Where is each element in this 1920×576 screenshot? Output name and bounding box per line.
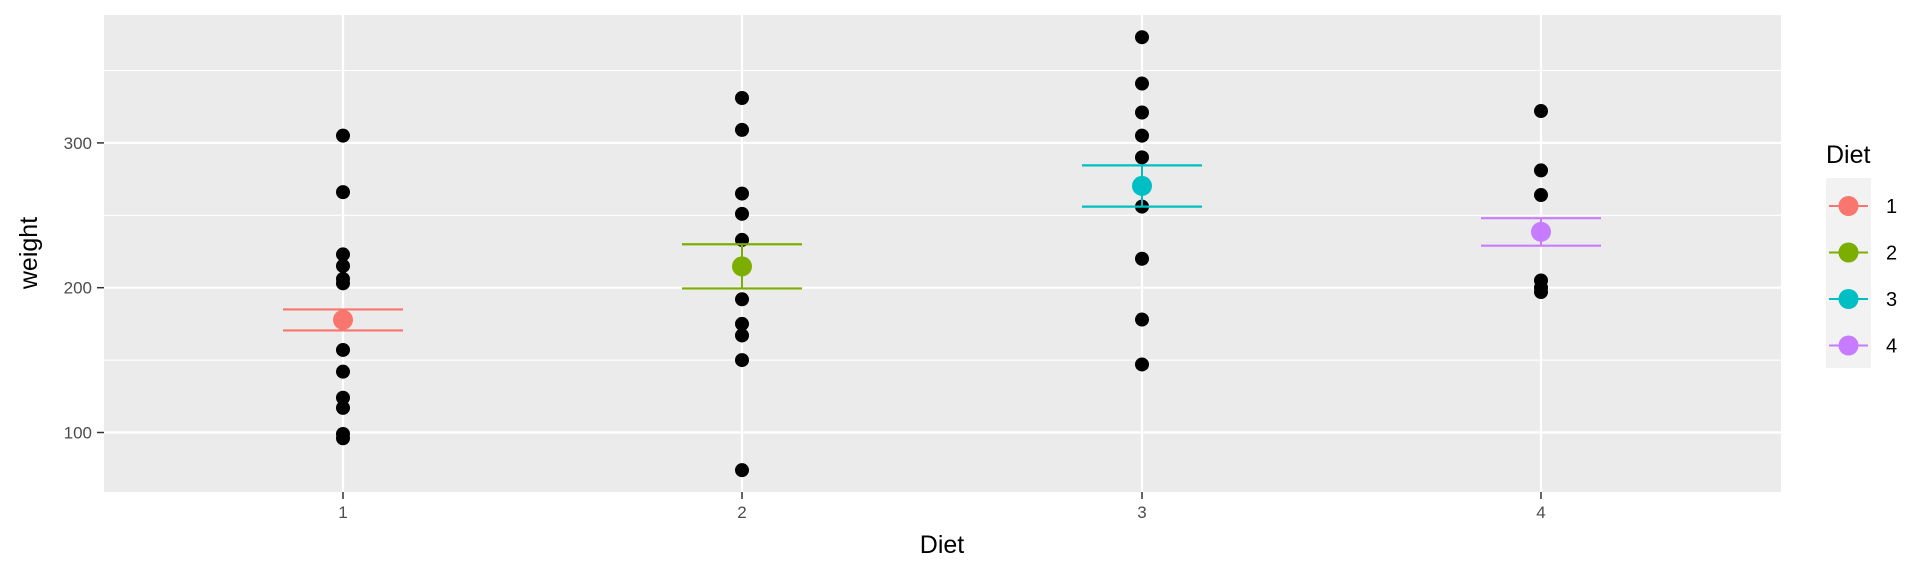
data-point (735, 91, 749, 106)
data-point (1534, 163, 1548, 178)
legend-entry-3: 3 (1829, 289, 1897, 311)
data-point (1135, 312, 1149, 327)
data-point (1135, 128, 1149, 143)
data-point (336, 128, 350, 143)
x-axis-title: Diet (920, 531, 965, 559)
data-point (1135, 30, 1149, 45)
data-point (336, 400, 350, 415)
panel-background (104, 15, 1781, 492)
x-tick-label: 2 (737, 503, 746, 522)
legend: Diet 1 2 3 4 (1826, 141, 1897, 368)
data-point (1135, 150, 1149, 165)
data-point (1534, 285, 1548, 300)
data-point (336, 390, 350, 405)
mean-point (333, 309, 353, 330)
data-point (1135, 357, 1149, 372)
grid-lines (104, 15, 1781, 492)
legend-entry-4: 4 (1829, 335, 1897, 358)
legend-key-point (1838, 242, 1859, 263)
data-point (336, 258, 350, 273)
data-point (735, 292, 749, 307)
legend-key-point (1838, 335, 1859, 356)
mean-summary-diet-4 (1481, 217, 1601, 247)
data-point (735, 122, 749, 137)
x-tick-label: 3 (1137, 503, 1146, 522)
legend-label: 2 (1886, 243, 1897, 265)
data-point (735, 353, 749, 368)
data-point (1534, 104, 1548, 119)
y-tick-label: 100 (64, 424, 92, 443)
mean-point (732, 256, 752, 277)
legend-label: 3 (1886, 289, 1897, 311)
mean-summary-diet-2 (682, 243, 802, 290)
y-tick-label: 200 (64, 279, 92, 298)
y-axis-title: weight (15, 217, 43, 290)
legend-title: Diet (1826, 141, 1871, 169)
mean-point (1531, 221, 1551, 242)
data-point (336, 342, 350, 357)
legend-label: 4 (1886, 336, 1897, 358)
data-point (336, 247, 350, 262)
data-point (336, 185, 350, 200)
mean-summary-diet-1 (283, 308, 403, 332)
legend-key-point (1838, 196, 1859, 216)
legend-key-point (1838, 289, 1859, 309)
legend-entry-2: 2 (1829, 242, 1897, 265)
y-tick-label: 300 (64, 134, 92, 153)
mean-summaries (283, 164, 1601, 332)
data-points (336, 30, 1548, 478)
data-point (1135, 76, 1149, 91)
legend-label: 1 (1886, 196, 1897, 218)
x-tick-label: 1 (338, 503, 347, 522)
mean-summary-diet-3 (1082, 164, 1202, 208)
data-point (336, 431, 350, 446)
data-point (735, 316, 749, 331)
data-point (1135, 105, 1149, 120)
data-point (1135, 251, 1149, 266)
data-point (735, 206, 749, 221)
mean-point (1132, 175, 1152, 196)
data-point (735, 186, 749, 201)
data-point (735, 463, 749, 478)
data-point (1534, 188, 1548, 203)
x-tick-label: 4 (1536, 503, 1545, 522)
legend-entry-1: 1 (1829, 196, 1897, 218)
data-point (735, 328, 749, 343)
data-point (336, 364, 350, 379)
data-point (336, 276, 350, 291)
axes: 100 200 300 1 2 3 4 (64, 134, 1546, 522)
